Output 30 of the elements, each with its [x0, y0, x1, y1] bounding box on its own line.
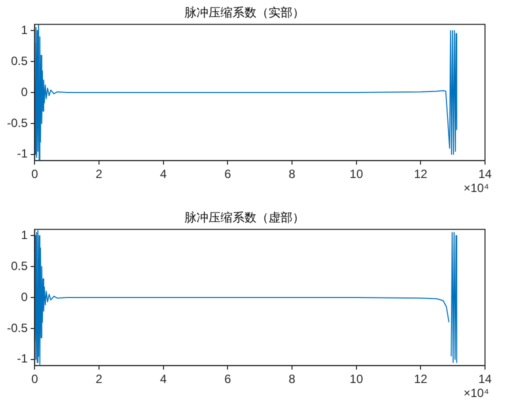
x-tick-label: 10 — [350, 372, 364, 386]
y-tick-label: -0.5 — [6, 116, 28, 130]
chart-title: 脉冲压缩系数（实部） — [184, 6, 304, 20]
x-tick-label: 12 — [414, 372, 428, 386]
text: ×10⁴ — [463, 386, 489, 400]
y-tick-label: 0.5 — [10, 258, 28, 273]
x-tick-label: 4 — [160, 372, 167, 386]
y-tick-label: -0.5 — [6, 320, 28, 335]
y-tick-label: 0 — [20, 84, 28, 99]
x-tick-label: 4 — [160, 167, 167, 182]
y-tick-label: 0 — [20, 290, 28, 304]
y-tick-label: -1 — [17, 146, 28, 161]
x-tick-label: 0 — [31, 167, 38, 182]
y-tick-label: 1 — [20, 22, 28, 37]
x-tick-label: 0 — [31, 372, 38, 386]
x-tick-label: 14 — [478, 372, 492, 386]
y-tick-label: -1 — [17, 352, 28, 366]
x-tick-label: 10 — [350, 167, 364, 182]
chart-title: 脉冲压缩系数（虚部） — [184, 210, 304, 225]
text: ×10⁴ — [463, 180, 489, 195]
y-tick-label: 0.5 — [10, 54, 28, 68]
x-tick-label: 2 — [96, 372, 103, 386]
x-tick-label: 8 — [288, 372, 296, 386]
x-tick-label: 14 — [478, 167, 492, 182]
x-tick-label: 6 — [224, 167, 232, 182]
x-tick-label: 12 — [414, 167, 428, 182]
x-tick-label: 8 — [288, 167, 296, 182]
x-tick-label: 2 — [96, 167, 103, 182]
y-tick-label: 1 — [20, 228, 28, 242]
x-tick-label: 6 — [224, 372, 232, 386]
